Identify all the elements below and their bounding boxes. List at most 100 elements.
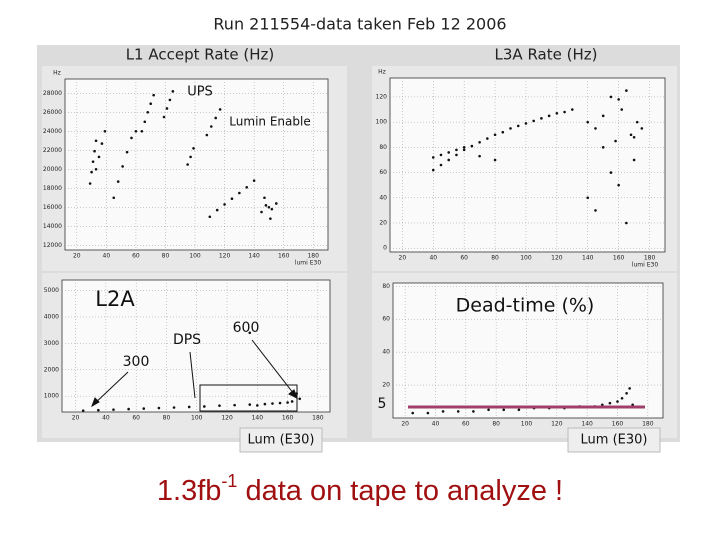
point	[555, 112, 559, 115]
point	[230, 197, 234, 200]
point	[238, 191, 241, 195]
point	[411, 411, 415, 415]
annotation: UPS	[187, 85, 213, 100]
point	[625, 392, 628, 395]
point	[625, 89, 628, 92]
plot-area	[64, 78, 329, 251]
point	[532, 119, 535, 123]
x-tick-label: 140	[582, 255, 594, 262]
x-tick-label: 100	[521, 421, 533, 428]
point	[267, 205, 271, 209]
point	[90, 170, 93, 174]
x-tick-label: 160	[282, 415, 294, 422]
annotation: Lum (E30)	[581, 433, 648, 448]
x-tick-label: 180	[307, 253, 319, 260]
point	[486, 137, 489, 140]
point	[134, 129, 138, 133]
point	[263, 196, 266, 200]
point	[586, 196, 590, 200]
point	[586, 120, 590, 124]
point	[472, 410, 475, 413]
footer-text: 1.3fb	[157, 475, 222, 507]
x-tick-label: 40	[102, 415, 110, 422]
point	[142, 407, 146, 410]
point	[152, 93, 155, 97]
point	[516, 124, 520, 128]
x-tick-label: 120	[219, 253, 231, 260]
annotations: UPS Lumin Enable L2A DPS 600 300 Dead-ti…	[95, 85, 661, 453]
x-tick-label: 140	[581, 421, 593, 428]
point	[260, 210, 263, 214]
y-tick-label: 16000	[43, 204, 62, 211]
point	[632, 135, 636, 139]
point	[617, 98, 620, 101]
x-tick-label: 20	[401, 421, 409, 428]
point	[632, 158, 636, 162]
point	[91, 160, 95, 163]
y-tick-label: 60	[382, 316, 390, 323]
point	[112, 408, 115, 411]
x-tick-label: 160	[613, 255, 625, 262]
point	[125, 150, 129, 154]
annotation: Lum (E30)	[248, 433, 315, 448]
point	[168, 98, 172, 102]
x-tick-label: 180	[642, 421, 654, 428]
footer: 1.3fb-1 data on tape to analyze !	[157, 471, 563, 507]
footer-superscript: -1	[221, 471, 237, 491]
point	[616, 400, 619, 403]
point	[547, 114, 551, 118]
point	[112, 196, 116, 200]
y-tick-label: 26000	[43, 109, 62, 116]
point	[608, 401, 612, 405]
y-tick-label: 20	[382, 382, 390, 389]
point	[286, 401, 289, 404]
point	[165, 107, 169, 110]
x-tick-label: 100	[191, 415, 203, 422]
point	[270, 207, 274, 211]
point	[209, 125, 213, 128]
point	[609, 171, 613, 174]
point	[447, 151, 451, 154]
x-tick-label: 100	[520, 255, 532, 262]
x-tick-label: 40	[429, 255, 437, 262]
y-tick-label: 80	[382, 283, 390, 290]
x-tick-label: 20	[73, 253, 81, 260]
footer-text: data on tape to analyze !	[237, 475, 563, 507]
point	[290, 400, 294, 403]
point	[478, 141, 481, 144]
point	[189, 155, 192, 159]
highlight-box	[199, 384, 298, 412]
point	[248, 403, 252, 406]
x-tick-label: 20	[72, 415, 80, 422]
y-tick-label: 0	[383, 245, 387, 252]
point	[223, 203, 226, 206]
point	[493, 133, 497, 137]
point	[93, 149, 96, 153]
point	[524, 122, 528, 125]
point	[205, 133, 209, 137]
x-tick-label: 140	[252, 415, 264, 422]
point	[447, 158, 451, 162]
point	[614, 139, 617, 143]
point	[629, 133, 633, 137]
title: Run 211554-data taken Feb 12 2006	[213, 15, 506, 34]
x-tick-label: 40	[103, 253, 111, 260]
point	[620, 108, 624, 111]
y-tick-label: 22000	[43, 147, 62, 154]
point	[264, 204, 268, 207]
point	[162, 115, 166, 119]
point	[186, 163, 189, 166]
point	[456, 410, 460, 413]
point	[97, 155, 101, 159]
point	[439, 153, 443, 157]
point	[233, 403, 236, 407]
y-tick-label: 20	[379, 220, 387, 227]
x-tick-label: 100	[189, 253, 201, 260]
point	[121, 165, 124, 168]
point	[218, 404, 221, 407]
point	[81, 409, 85, 412]
x-axis-label: lumi E30	[295, 260, 321, 267]
label-box	[239, 427, 323, 453]
point	[214, 116, 218, 120]
